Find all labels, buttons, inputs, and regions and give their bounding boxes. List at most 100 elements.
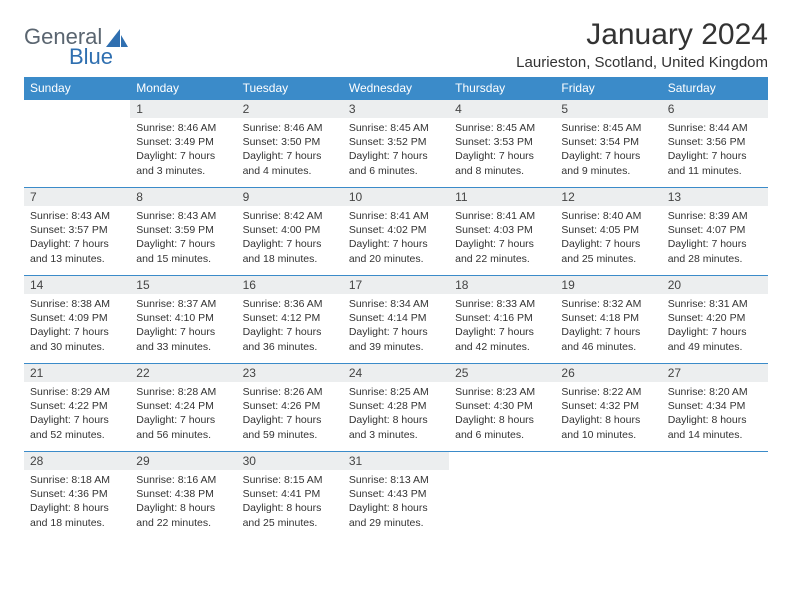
- day-data: Sunrise: 8:36 AMSunset: 4:12 PMDaylight:…: [237, 294, 343, 358]
- day-number: 10: [343, 188, 449, 206]
- day-data: Sunrise: 8:46 AMSunset: 3:49 PMDaylight:…: [130, 118, 236, 182]
- daylight-text: Daylight: 7 hours and 46 minutes.: [561, 325, 655, 353]
- sunset-text: Sunset: 4:18 PM: [561, 311, 655, 325]
- calendar-week-row: 21Sunrise: 8:29 AMSunset: 4:22 PMDayligh…: [24, 364, 768, 452]
- daylight-text: Daylight: 7 hours and 15 minutes.: [136, 237, 230, 265]
- sunset-text: Sunset: 4:16 PM: [455, 311, 549, 325]
- daylight-text: Daylight: 8 hours and 6 minutes.: [455, 413, 549, 441]
- daylight-text: Daylight: 7 hours and 8 minutes.: [455, 149, 549, 177]
- daylight-text: Daylight: 7 hours and 13 minutes.: [30, 237, 124, 265]
- daylight-text: Daylight: 8 hours and 14 minutes.: [668, 413, 762, 441]
- day-data: Sunrise: 8:46 AMSunset: 3:50 PMDaylight:…: [237, 118, 343, 182]
- sunrise-text: Sunrise: 8:36 AM: [243, 297, 337, 311]
- day-number: 9: [237, 188, 343, 206]
- day-data: Sunrise: 8:20 AMSunset: 4:34 PMDaylight:…: [662, 382, 768, 446]
- calendar-day-cell: 18Sunrise: 8:33 AMSunset: 4:16 PMDayligh…: [449, 276, 555, 364]
- calendar-day-cell: 26Sunrise: 8:22 AMSunset: 4:32 PMDayligh…: [555, 364, 661, 452]
- day-number: 13: [662, 188, 768, 206]
- daylight-text: Daylight: 7 hours and 28 minutes.: [668, 237, 762, 265]
- header: General Blue January 2024 Laurieston, Sc…: [24, 18, 768, 71]
- calendar-day-cell: 10Sunrise: 8:41 AMSunset: 4:02 PMDayligh…: [343, 188, 449, 276]
- sunrise-text: Sunrise: 8:25 AM: [349, 385, 443, 399]
- location-text: Laurieston, Scotland, United Kingdom: [516, 54, 768, 71]
- day-data: Sunrise: 8:45 AMSunset: 3:52 PMDaylight:…: [343, 118, 449, 182]
- calendar-week-row: 14Sunrise: 8:38 AMSunset: 4:09 PMDayligh…: [24, 276, 768, 364]
- sunrise-text: Sunrise: 8:37 AM: [136, 297, 230, 311]
- daylight-text: Daylight: 7 hours and 4 minutes.: [243, 149, 337, 177]
- calendar-day-cell: 25Sunrise: 8:23 AMSunset: 4:30 PMDayligh…: [449, 364, 555, 452]
- sunrise-text: Sunrise: 8:32 AM: [561, 297, 655, 311]
- day-data: Sunrise: 8:40 AMSunset: 4:05 PMDaylight:…: [555, 206, 661, 270]
- day-data: Sunrise: 8:16 AMSunset: 4:38 PMDaylight:…: [130, 470, 236, 534]
- day-number: 18: [449, 276, 555, 294]
- weekday-header-row: Sunday Monday Tuesday Wednesday Thursday…: [24, 77, 768, 100]
- day-number: 24: [343, 364, 449, 382]
- daylight-text: Daylight: 7 hours and 9 minutes.: [561, 149, 655, 177]
- weekday-header: Saturday: [662, 77, 768, 100]
- daylight-text: Daylight: 8 hours and 29 minutes.: [349, 501, 443, 529]
- sunrise-text: Sunrise: 8:46 AM: [136, 121, 230, 135]
- weekday-header: Friday: [555, 77, 661, 100]
- day-number: 31: [343, 452, 449, 470]
- day-data: Sunrise: 8:18 AMSunset: 4:36 PMDaylight:…: [24, 470, 130, 534]
- weekday-header: Wednesday: [343, 77, 449, 100]
- logo: General Blue: [24, 24, 128, 50]
- day-number: 25: [449, 364, 555, 382]
- sunset-text: Sunset: 3:50 PM: [243, 135, 337, 149]
- calendar-day-cell: 12Sunrise: 8:40 AMSunset: 4:05 PMDayligh…: [555, 188, 661, 276]
- day-data: Sunrise: 8:23 AMSunset: 4:30 PMDaylight:…: [449, 382, 555, 446]
- daylight-text: Daylight: 7 hours and 42 minutes.: [455, 325, 549, 353]
- day-number: 16: [237, 276, 343, 294]
- daylight-text: Daylight: 7 hours and 33 minutes.: [136, 325, 230, 353]
- day-data: Sunrise: 8:26 AMSunset: 4:26 PMDaylight:…: [237, 382, 343, 446]
- calendar-day-cell: 14Sunrise: 8:38 AMSunset: 4:09 PMDayligh…: [24, 276, 130, 364]
- sunrise-text: Sunrise: 8:40 AM: [561, 209, 655, 223]
- day-data: Sunrise: 8:43 AMSunset: 3:59 PMDaylight:…: [130, 206, 236, 270]
- sunset-text: Sunset: 4:20 PM: [668, 311, 762, 325]
- day-data: Sunrise: 8:31 AMSunset: 4:20 PMDaylight:…: [662, 294, 768, 358]
- sunrise-text: Sunrise: 8:43 AM: [30, 209, 124, 223]
- day-number: 7: [24, 188, 130, 206]
- day-data: Sunrise: 8:38 AMSunset: 4:09 PMDaylight:…: [24, 294, 130, 358]
- sunrise-text: Sunrise: 8:31 AM: [668, 297, 762, 311]
- sunset-text: Sunset: 4:36 PM: [30, 487, 124, 501]
- calendar-day-cell: 21Sunrise: 8:29 AMSunset: 4:22 PMDayligh…: [24, 364, 130, 452]
- sunset-text: Sunset: 4:10 PM: [136, 311, 230, 325]
- sunset-text: Sunset: 3:49 PM: [136, 135, 230, 149]
- calendar-week-row: 1Sunrise: 8:46 AMSunset: 3:49 PMDaylight…: [24, 100, 768, 188]
- month-title: January 2024: [516, 18, 768, 52]
- day-data: Sunrise: 8:29 AMSunset: 4:22 PMDaylight:…: [24, 382, 130, 446]
- daylight-text: Daylight: 7 hours and 52 minutes.: [30, 413, 124, 441]
- calendar-day-cell: 16Sunrise: 8:36 AMSunset: 4:12 PMDayligh…: [237, 276, 343, 364]
- weekday-header: Thursday: [449, 77, 555, 100]
- day-data: Sunrise: 8:43 AMSunset: 3:57 PMDaylight:…: [24, 206, 130, 270]
- sunset-text: Sunset: 4:22 PM: [30, 399, 124, 413]
- daylight-text: Daylight: 7 hours and 25 minutes.: [561, 237, 655, 265]
- daylight-text: Daylight: 7 hours and 11 minutes.: [668, 149, 762, 177]
- calendar-day-cell: [555, 452, 661, 540]
- calendar-day-cell: 31Sunrise: 8:13 AMSunset: 4:43 PMDayligh…: [343, 452, 449, 540]
- calendar-day-cell: 30Sunrise: 8:15 AMSunset: 4:41 PMDayligh…: [237, 452, 343, 540]
- day-number: 26: [555, 364, 661, 382]
- sunrise-text: Sunrise: 8:13 AM: [349, 473, 443, 487]
- sunset-text: Sunset: 4:28 PM: [349, 399, 443, 413]
- calendar-day-cell: 11Sunrise: 8:41 AMSunset: 4:03 PMDayligh…: [449, 188, 555, 276]
- daylight-text: Daylight: 8 hours and 25 minutes.: [243, 501, 337, 529]
- sunset-text: Sunset: 4:12 PM: [243, 311, 337, 325]
- daylight-text: Daylight: 7 hours and 56 minutes.: [136, 413, 230, 441]
- sunset-text: Sunset: 4:03 PM: [455, 223, 549, 237]
- sunrise-text: Sunrise: 8:16 AM: [136, 473, 230, 487]
- sunset-text: Sunset: 4:26 PM: [243, 399, 337, 413]
- daylight-text: Daylight: 8 hours and 10 minutes.: [561, 413, 655, 441]
- day-number: 27: [662, 364, 768, 382]
- weekday-header: Sunday: [24, 77, 130, 100]
- calendar-day-cell: 8Sunrise: 8:43 AMSunset: 3:59 PMDaylight…: [130, 188, 236, 276]
- day-number: 6: [662, 100, 768, 118]
- day-number: 4: [449, 100, 555, 118]
- day-number: 2: [237, 100, 343, 118]
- sunset-text: Sunset: 4:07 PM: [668, 223, 762, 237]
- sunrise-text: Sunrise: 8:29 AM: [30, 385, 124, 399]
- day-number: 28: [24, 452, 130, 470]
- day-number: 20: [662, 276, 768, 294]
- sunrise-text: Sunrise: 8:38 AM: [30, 297, 124, 311]
